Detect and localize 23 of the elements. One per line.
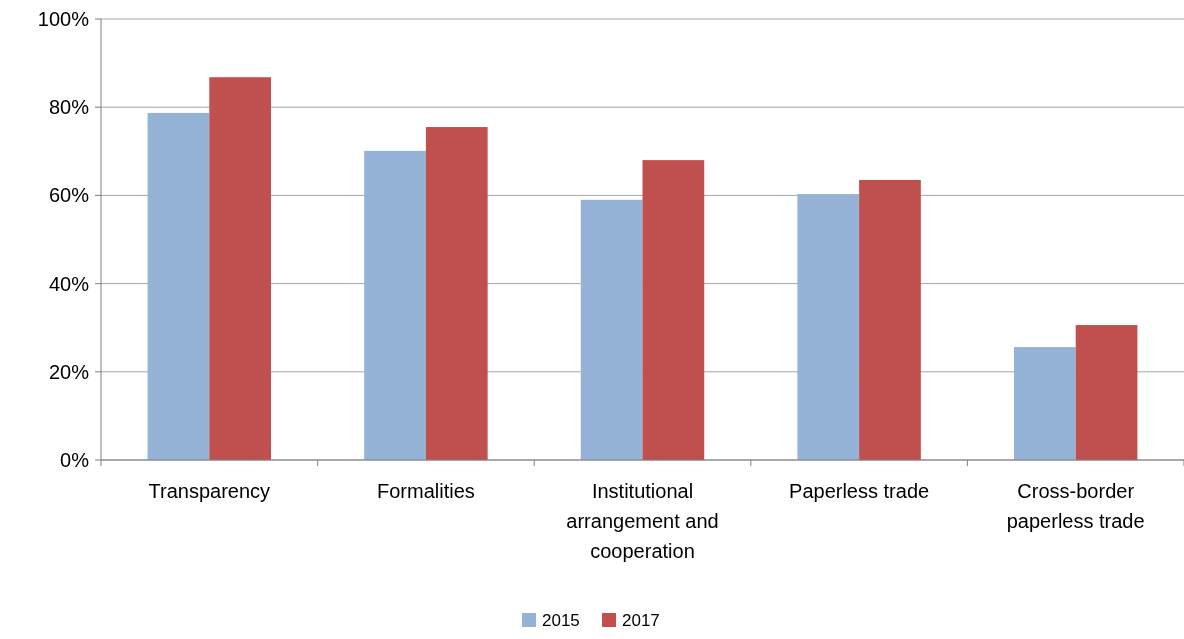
bar	[364, 150, 426, 460]
y-tick-label: 60%	[48, 184, 90, 207]
legend-label: 2015	[542, 611, 580, 630]
y-tick-label: 0%	[60, 449, 90, 471]
bar	[425, 127, 488, 460]
bar	[859, 179, 921, 460]
y-tick-label: 20%	[48, 360, 90, 383]
bar	[147, 112, 210, 460]
bar	[1075, 325, 1138, 460]
bar	[209, 77, 272, 460]
y-tick-label: 40%	[48, 272, 90, 295]
x-tick-label: Paperless trade	[789, 480, 930, 502]
x-tick-label: Transparency	[148, 480, 271, 502]
x-tick-label: Cross-border paperless trade	[1006, 480, 1145, 532]
x-tick-label: Institutional arrangement and cooperation	[566, 480, 719, 562]
x-tick-label: Formalities	[377, 480, 475, 502]
bar	[1013, 347, 1076, 460]
y-tick-label: 100%	[37, 8, 90, 30]
y-tick-label: 80%	[48, 96, 90, 119]
bar	[797, 194, 860, 460]
bar	[580, 199, 643, 460]
bar	[642, 160, 705, 460]
legend-label: 2017	[622, 611, 660, 630]
